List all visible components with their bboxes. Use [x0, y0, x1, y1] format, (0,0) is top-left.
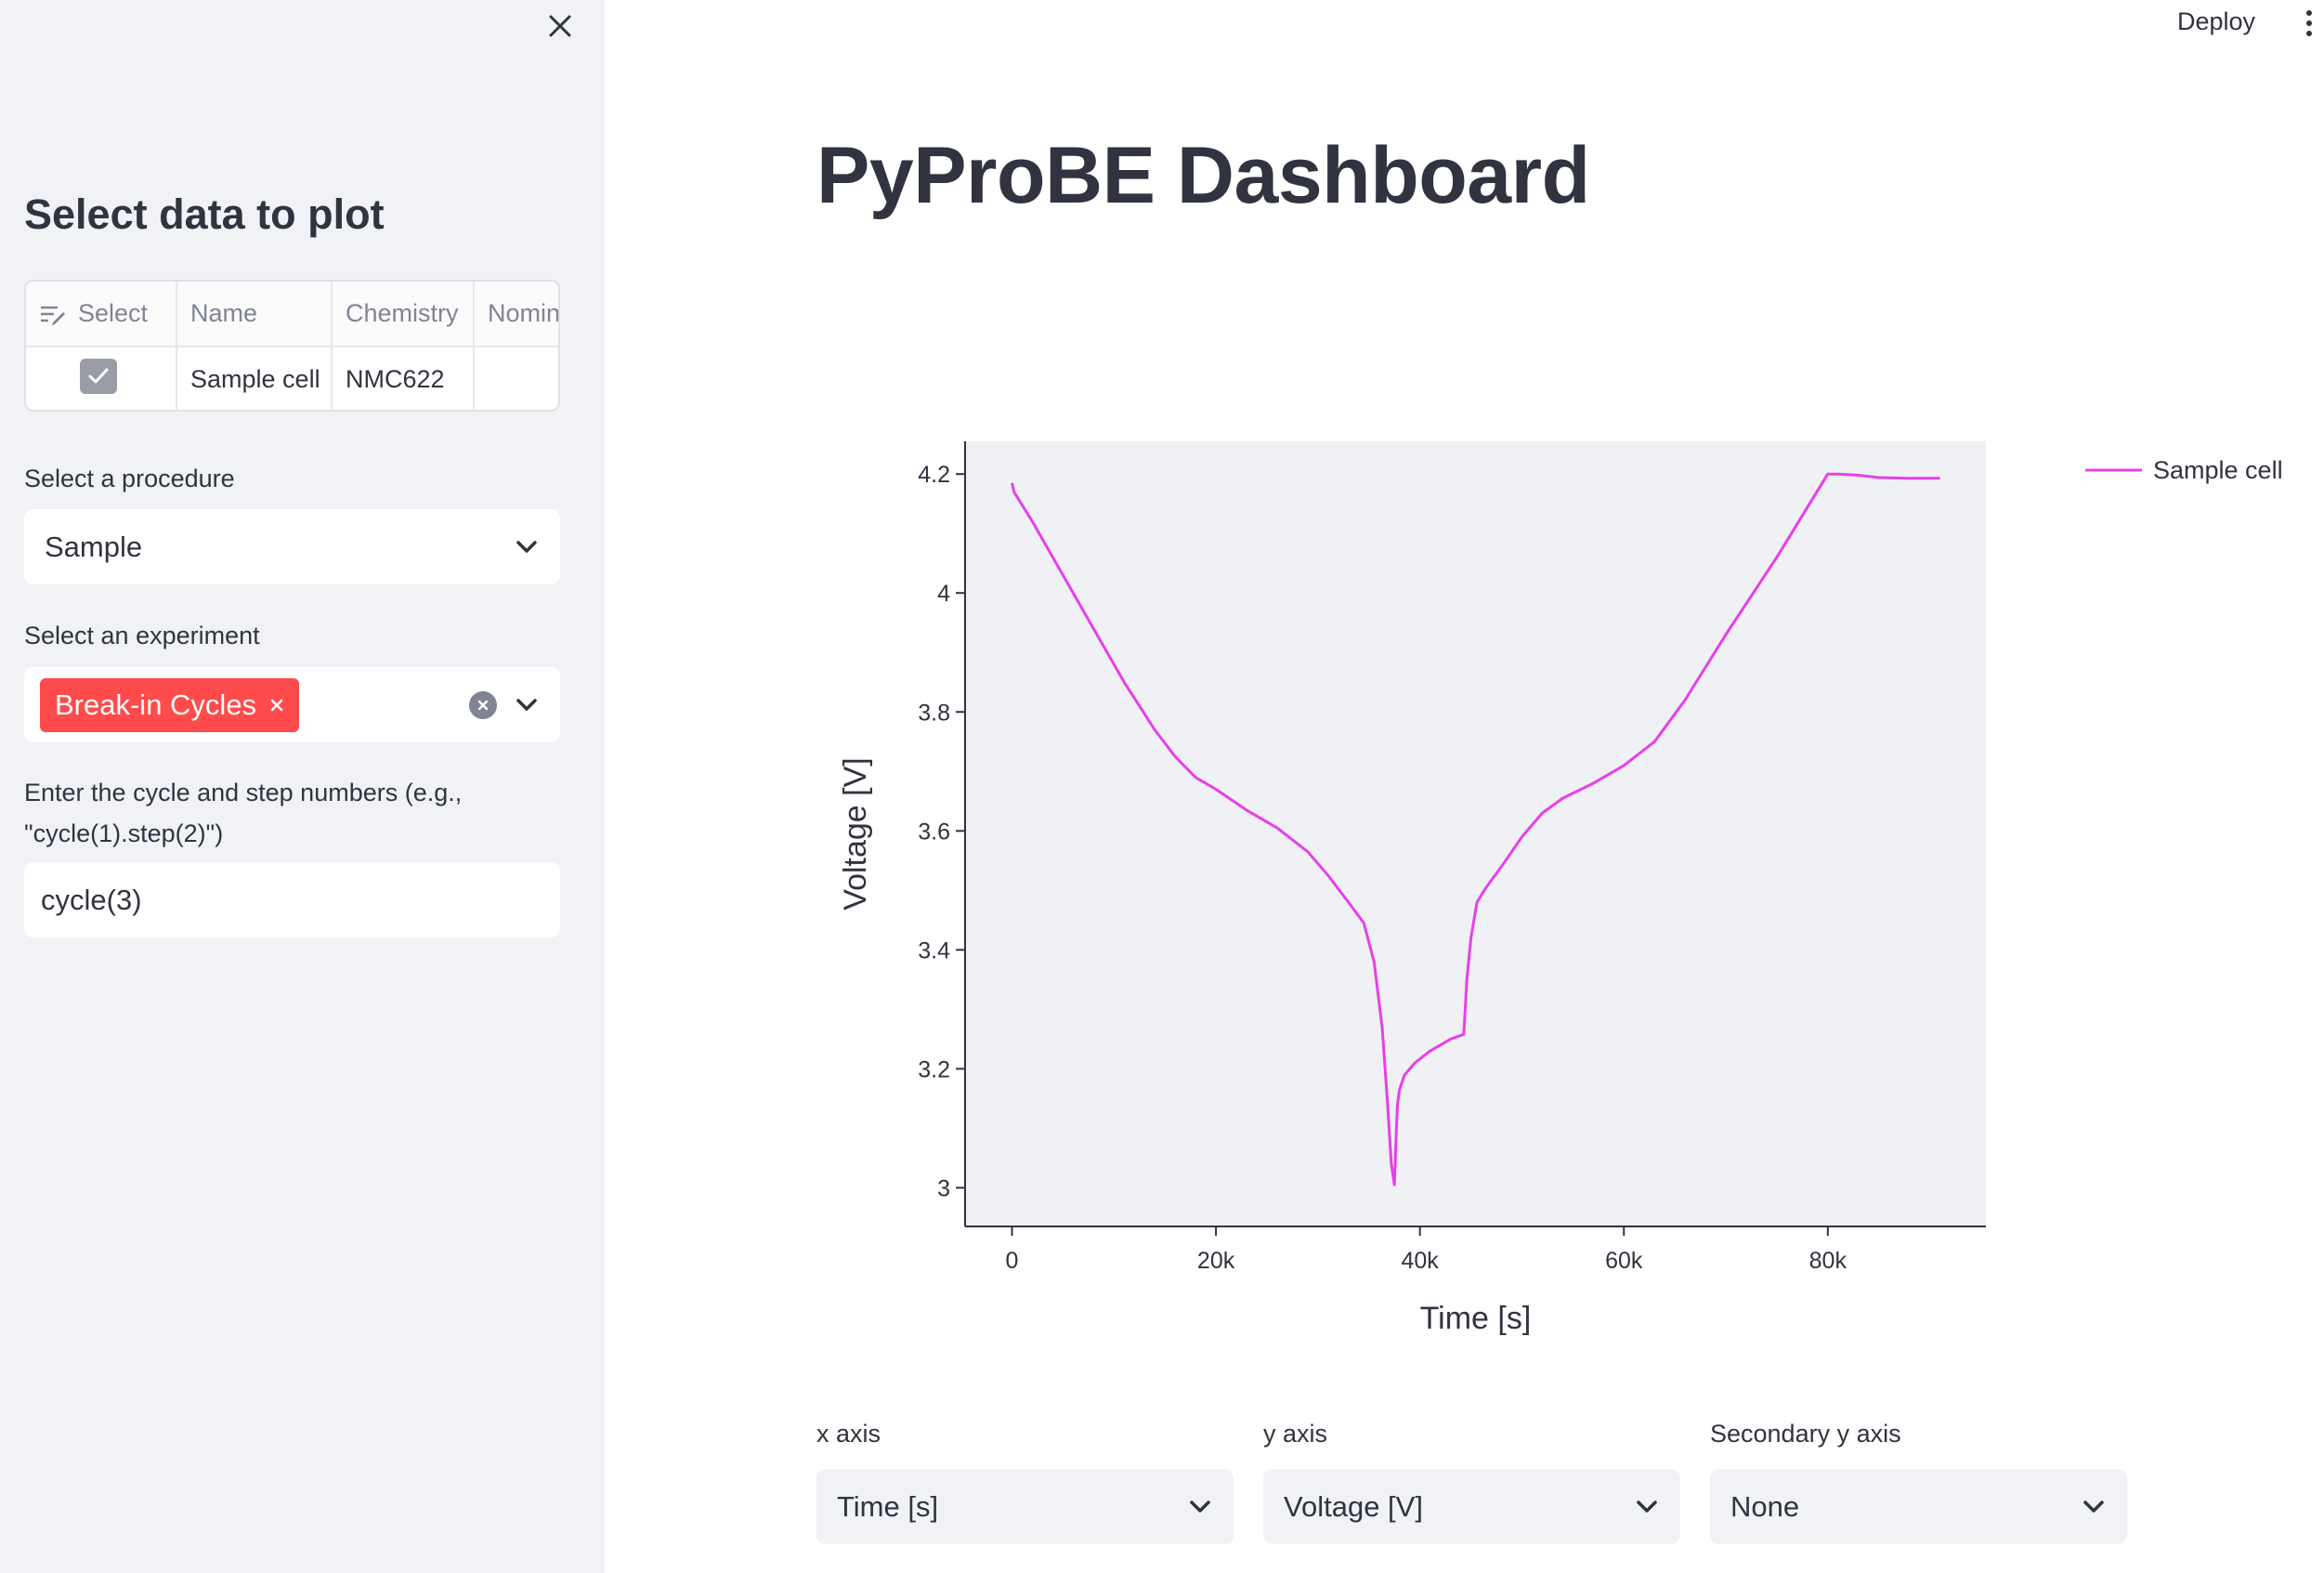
- chevron-down-icon: [1187, 1494, 1213, 1520]
- y-axis-select-value: Voltage [V]: [1284, 1489, 1423, 1523]
- y-tick-label: 3.6: [918, 819, 950, 845]
- x-tick-label: 60k: [1605, 1248, 1643, 1274]
- cycle-step-input[interactable]: cycle(3): [24, 862, 560, 937]
- y-axis-select[interactable]: Voltage [V]: [1263, 1469, 1680, 1544]
- sidebar-title: Select data to plot: [24, 190, 385, 238]
- chevron-down-icon: [2081, 1494, 2107, 1520]
- y-tick-label: 3.4: [918, 937, 950, 963]
- table-row: Sample cell NMC622: [26, 347, 558, 410]
- chemistry-cell[interactable]: NMC622: [332, 347, 475, 410]
- y-axis-select-label: y axis: [1263, 1420, 1328, 1448]
- x-axis-select[interactable]: Time [s]: [816, 1469, 1234, 1544]
- remove-tag-icon[interactable]: [269, 698, 284, 713]
- name-cell[interactable]: Sample cell: [176, 347, 333, 410]
- cycle-step-label-line1: Enter the cycle and step numbers (e.g.,: [24, 779, 463, 806]
- experiment-tag[interactable]: Break-in Cycles: [40, 677, 300, 732]
- x-tick-label: 80k: [1809, 1248, 1847, 1274]
- y-tick-label: 4.2: [918, 462, 950, 488]
- plot-area[interactable]: [965, 441, 1986, 1226]
- x-tick-label: 0: [1006, 1248, 1019, 1274]
- y-tick-label: 3: [937, 1175, 950, 1201]
- close-icon: [549, 15, 571, 37]
- experiment-label: Select an experiment: [24, 622, 260, 649]
- x-axis-label: Time [s]: [1420, 1301, 1532, 1336]
- series-line: [1011, 472, 1940, 1186]
- legend[interactable]: Sample cell: [2085, 456, 2283, 484]
- y-axis-label: Voltage [V]: [838, 757, 873, 910]
- y-tick-label: 3.2: [918, 1056, 950, 1082]
- chevron-down-icon: [1634, 1494, 1660, 1520]
- x-tick-label: 20k: [1197, 1248, 1235, 1274]
- procedure-select[interactable]: Sample: [24, 509, 560, 584]
- secondary-y-axis-select-label: Secondary y axis: [1710, 1420, 1901, 1448]
- experiment-tag-label: Break-in Cycles: [55, 688, 257, 721]
- select-cell[interactable]: [26, 347, 177, 410]
- page-title: PyProBE Dashboard: [816, 131, 1590, 220]
- procedure-label: Select a procedure: [24, 465, 235, 492]
- edit-column-icon: [41, 306, 65, 325]
- secondary-y-axis-select-value: None: [1730, 1489, 1800, 1523]
- experiment-multiselect[interactable]: Break-in Cycles: [24, 667, 560, 742]
- legend-label: Sample cell: [2153, 456, 2283, 484]
- column-header-label: Select: [78, 299, 149, 327]
- row-select-checkbox[interactable]: [80, 359, 117, 394]
- x-axis-select-value: Time [s]: [837, 1489, 939, 1523]
- column-header-select[interactable]: Select: [26, 282, 177, 347]
- x-tick-label: 40k: [1402, 1248, 1440, 1274]
- x-axis-select-label: x axis: [816, 1420, 881, 1448]
- cycle-step-label-line2: "cycle(1).step(2)"): [24, 819, 224, 847]
- nominal-cell[interactable]: [474, 347, 558, 410]
- chevron-down-icon: [514, 534, 540, 560]
- secondary-y-axis-select[interactable]: None: [1710, 1469, 2127, 1544]
- checkmark-icon: [88, 368, 109, 384]
- close-sidebar-button[interactable]: [543, 9, 577, 43]
- procedure-select-value: Sample: [45, 530, 143, 563]
- column-header-name[interactable]: Name: [176, 282, 333, 347]
- clear-all-icon[interactable]: [469, 690, 497, 719]
- voltage-time-chart[interactable]: 3 3.2 3.4 3.6 3.8 4 4.2 0 20k 40k 60k 80k Time [s]…: [817, 418, 2304, 1347]
- chevron-down-icon: [514, 692, 540, 718]
- sidebar: Select data to plot Select: [0, 0, 605, 1573]
- column-header-nominal[interactable]: Nomin: [474, 282, 558, 347]
- deploy-button[interactable]: Deploy: [2177, 7, 2256, 35]
- y-tick-label: 4: [937, 581, 950, 607]
- y-tick-label: 3.8: [918, 700, 950, 726]
- cell-selection-table: Select Name Chemistry Nomin: [24, 280, 560, 412]
- main-menu-icon[interactable]: [2300, 7, 2318, 39]
- column-header-chemistry[interactable]: Chemistry: [332, 282, 475, 347]
